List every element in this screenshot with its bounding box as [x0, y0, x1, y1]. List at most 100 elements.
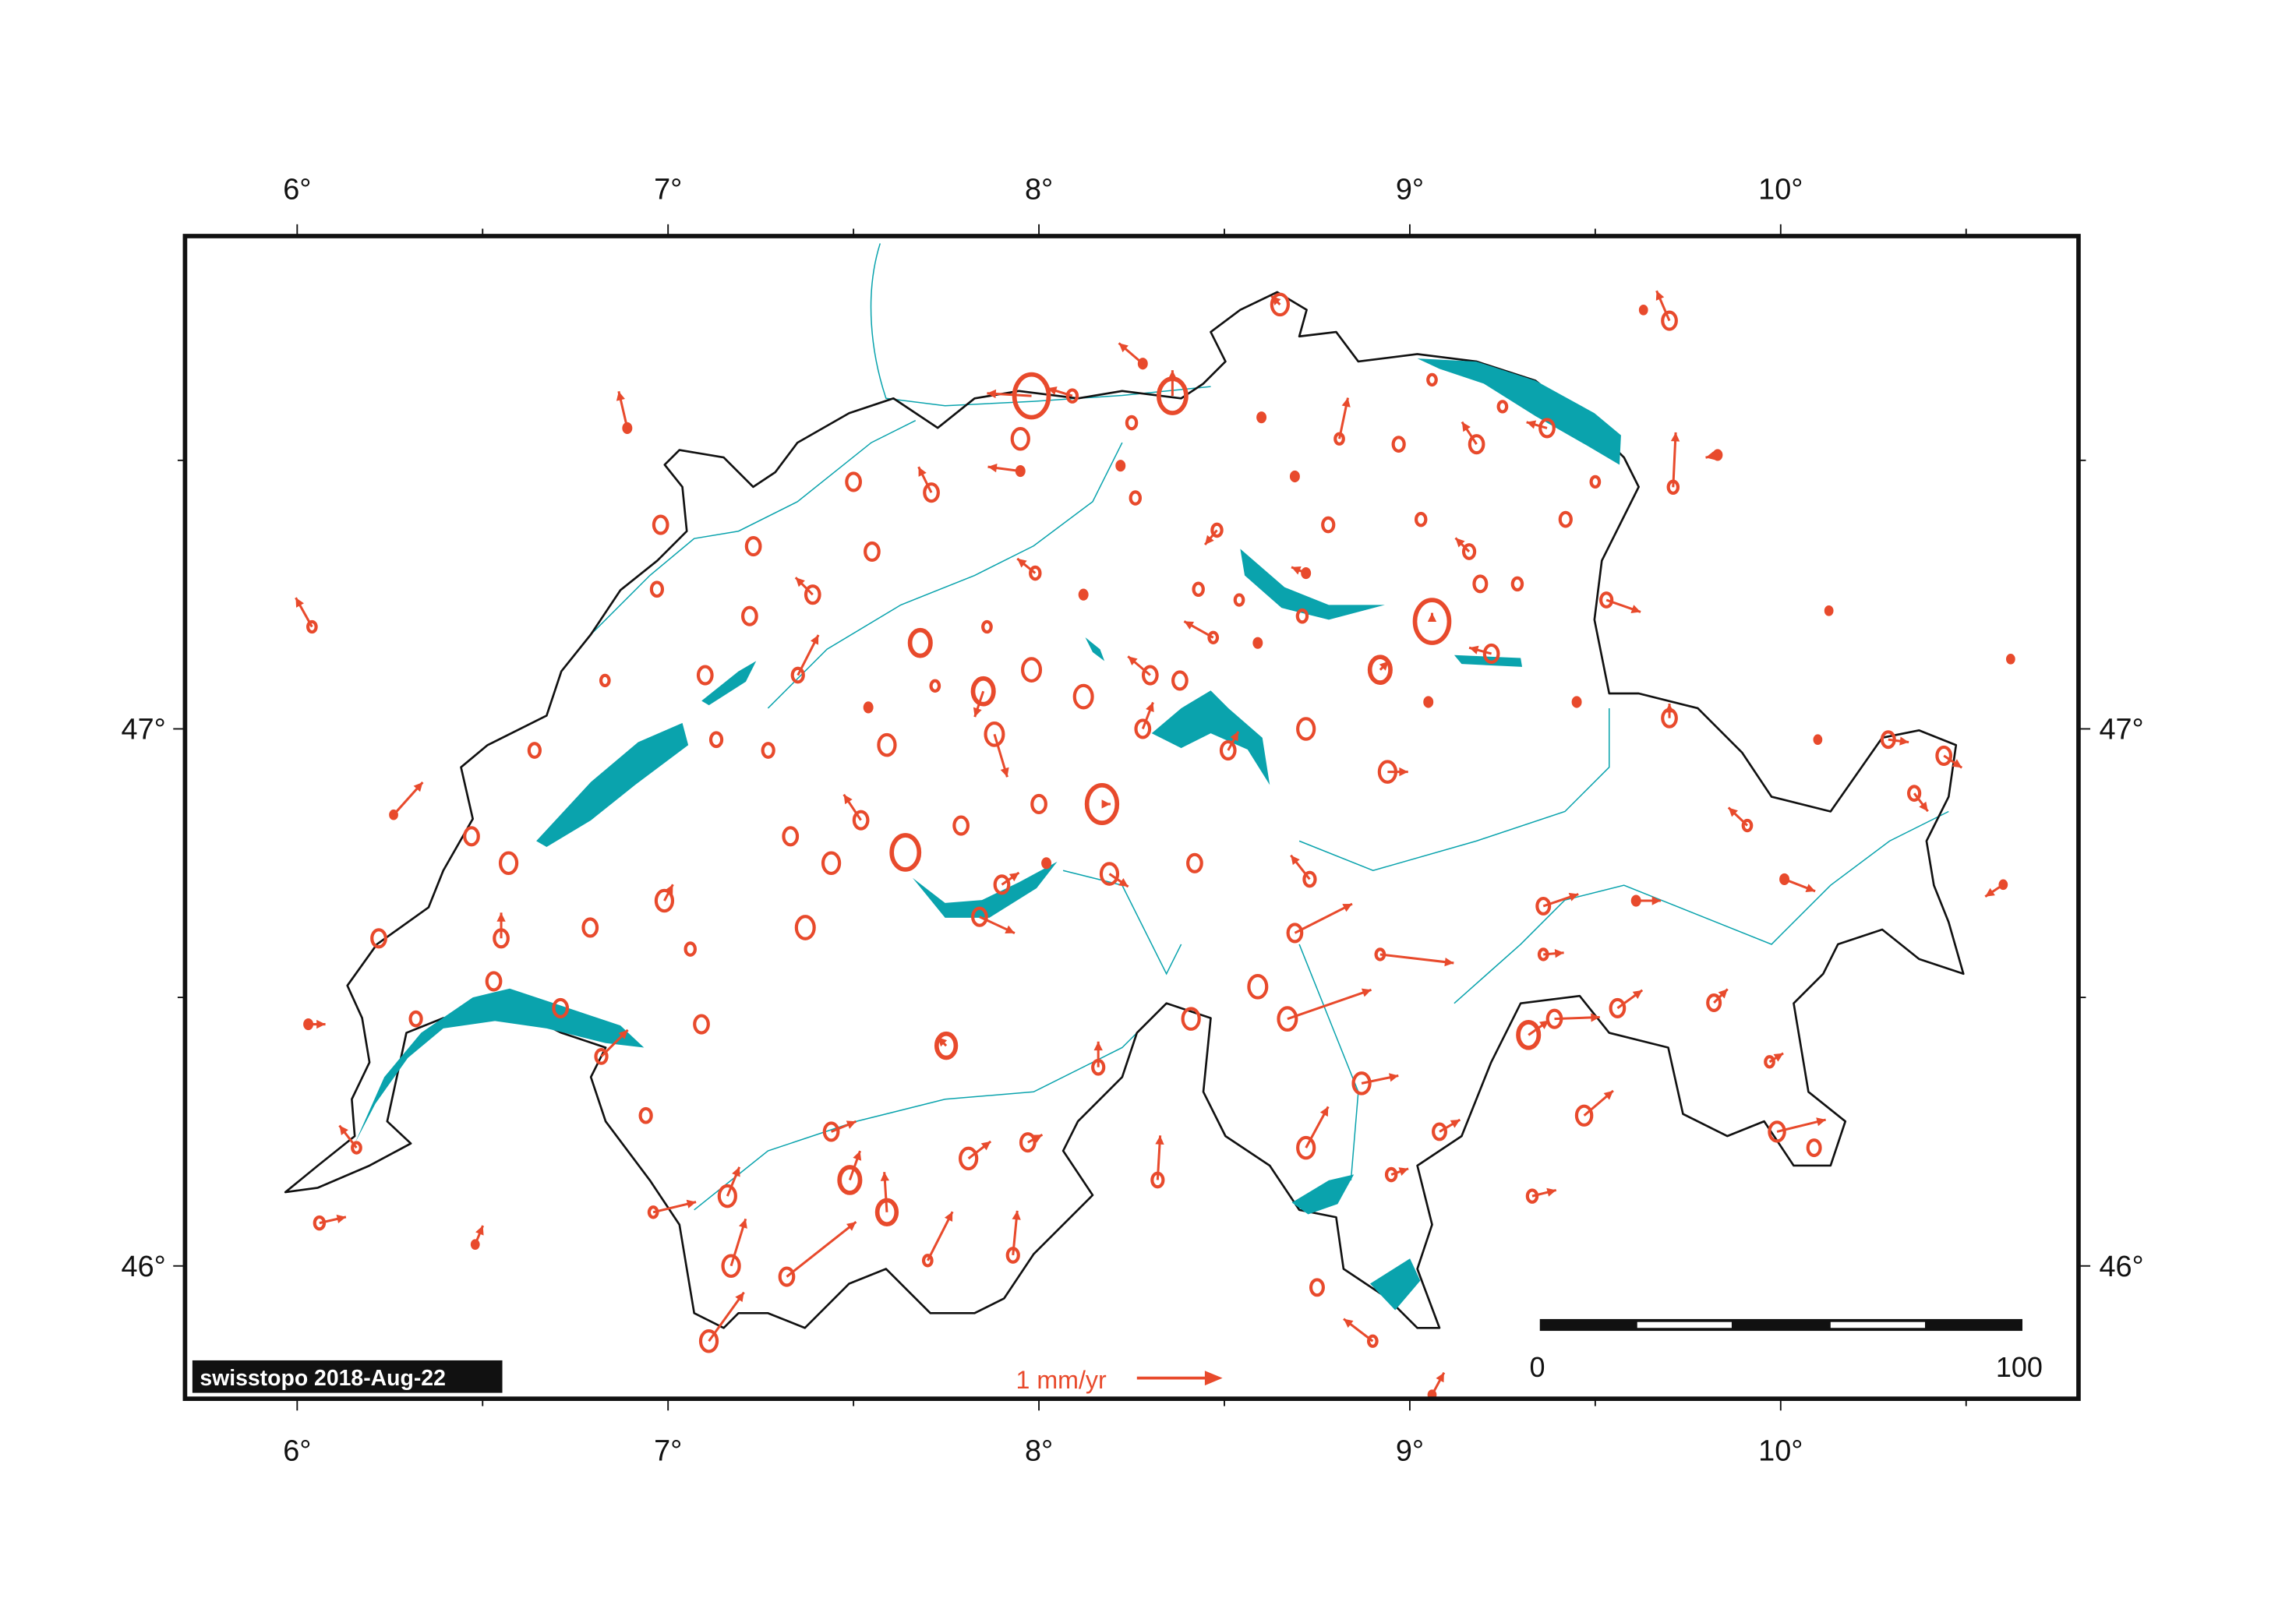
error-ellipse	[1741, 818, 1754, 833]
station	[1016, 557, 1042, 581]
station	[1127, 655, 1159, 686]
velocity-legend: 1 mm/yr	[1016, 1366, 1223, 1394]
station	[1472, 574, 1489, 594]
velocity-arrowhead	[880, 1172, 890, 1181]
velocity-arrowhead	[1008, 872, 1019, 882]
station	[1510, 576, 1524, 592]
error-ellipse	[984, 721, 1005, 747]
station	[1907, 785, 1929, 813]
error-ellipse	[744, 536, 762, 557]
error-ellipse	[1010, 426, 1030, 451]
error-ellipse	[863, 701, 874, 714]
scale-end-label: 100	[1996, 1351, 2043, 1383]
error-ellipse	[1768, 1120, 1786, 1143]
velocity-arrowhead	[1899, 736, 1909, 746]
velocity-arrowhead	[1670, 432, 1680, 442]
velocity-arrowhead	[1230, 731, 1238, 742]
error-ellipse	[1426, 372, 1438, 387]
error-ellipse	[1141, 665, 1159, 686]
river-ticino	[1298, 707, 1610, 1180]
station	[1289, 470, 1300, 483]
station	[1377, 760, 1408, 784]
velocity-arrowhead	[1093, 1041, 1103, 1051]
station	[1252, 637, 1263, 649]
error-ellipse	[1384, 1166, 1398, 1183]
velocity-arrowhead	[944, 1212, 953, 1222]
station	[934, 1031, 959, 1060]
station	[1589, 475, 1602, 489]
velocity-arrowhead	[1705, 451, 1715, 460]
station	[1125, 415, 1139, 431]
station	[1134, 701, 1154, 739]
error-ellipse	[1423, 696, 1434, 708]
velocity-arrowhead	[1526, 420, 1537, 429]
station	[1351, 1071, 1399, 1096]
velocity-arrowhead	[1718, 989, 1728, 999]
station	[1010, 426, 1030, 451]
velocity-arrowhead	[665, 884, 673, 894]
station	[778, 1221, 857, 1287]
station	[1309, 1278, 1325, 1297]
legend-label: 1 mm/yr	[1016, 1366, 1107, 1394]
error-ellipse	[971, 906, 988, 927]
error-ellipse	[1301, 566, 1312, 580]
velocity-arrowhead	[1444, 957, 1454, 967]
station	[698, 1291, 745, 1353]
error-ellipse	[741, 605, 758, 626]
station	[1454, 537, 1477, 560]
station	[1247, 973, 1269, 1000]
error-ellipse	[698, 1328, 719, 1353]
station	[1030, 793, 1047, 815]
velocity-arrowhead	[1032, 1134, 1043, 1143]
station	[295, 597, 318, 634]
station	[1118, 342, 1148, 370]
station	[822, 1120, 857, 1142]
error-ellipse	[1181, 1007, 1201, 1031]
error-ellipse	[1367, 654, 1393, 685]
velocity-arrowhead	[1630, 605, 1641, 614]
error-ellipse	[1706, 993, 1722, 1012]
error-ellipse	[1289, 470, 1300, 483]
velocity-arrowhead	[1399, 767, 1408, 777]
error-ellipse	[696, 665, 714, 686]
error-ellipse	[1021, 657, 1043, 683]
station	[463, 826, 480, 847]
station	[696, 665, 714, 686]
station	[1171, 670, 1189, 691]
error-ellipse	[1065, 388, 1079, 404]
error-ellipse	[717, 1184, 737, 1208]
axis-ticks	[173, 224, 2091, 1411]
error-ellipse	[1295, 608, 1309, 624]
error-ellipse	[1277, 1006, 1298, 1032]
velocity-vector	[786, 1221, 857, 1278]
station	[1374, 947, 1454, 967]
lat-label-right: 46°	[2099, 1251, 2143, 1283]
station	[1571, 696, 1582, 708]
error-ellipse	[708, 731, 724, 749]
station	[987, 463, 1026, 478]
velocity-arrowhead	[973, 707, 982, 718]
station	[845, 471, 862, 492]
error-ellipse	[1210, 522, 1224, 538]
velocity-arrowhead	[987, 463, 998, 473]
velocity-vector	[1672, 432, 1677, 488]
station	[929, 679, 941, 693]
velocity-arrowhead	[1461, 422, 1471, 432]
station	[1727, 806, 1754, 833]
error-ellipse	[1029, 565, 1042, 581]
lake-thun-brienz	[912, 861, 1058, 918]
lake-sempach	[1085, 637, 1105, 662]
station	[1525, 1187, 1557, 1204]
rivers	[590, 243, 1949, 1211]
lake-lugano	[1369, 1258, 1421, 1311]
lake-constance	[1417, 358, 1621, 465]
lakes	[355, 358, 1621, 1311]
error-ellipse	[1129, 490, 1143, 506]
velocity-arrowhead	[1291, 855, 1300, 866]
lake-biel	[701, 661, 757, 706]
station	[389, 781, 424, 820]
station	[1880, 730, 1909, 750]
velocity-arrowhead	[1319, 1106, 1329, 1117]
error-ellipse	[1030, 793, 1047, 815]
